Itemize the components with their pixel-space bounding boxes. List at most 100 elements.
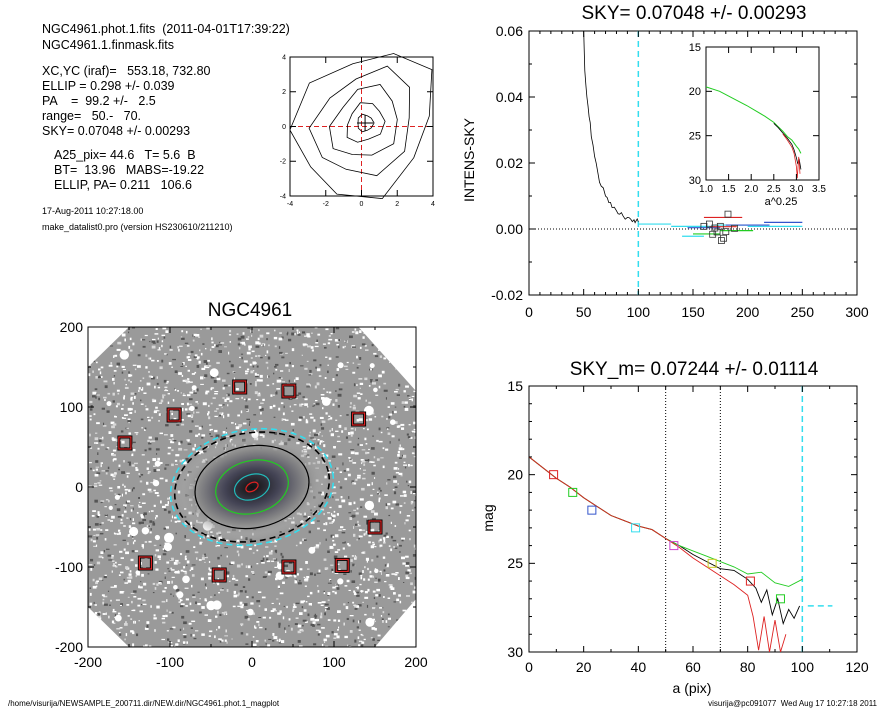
image-pixel: [327, 468, 330, 471]
image-pixel: [170, 569, 175, 571]
image-pixel: [314, 613, 316, 616]
image-pixel: [205, 391, 208, 395]
image-pixel: [170, 557, 174, 561]
image-pixel: [357, 604, 362, 607]
image-pixel: [88, 619, 92, 622]
image-pixel: [274, 549, 278, 553]
image-pixel: [278, 407, 281, 411]
image-pixel: [345, 436, 348, 439]
image-pixel: [164, 576, 166, 579]
image-pixel: [236, 594, 239, 597]
image-pixel: [130, 374, 133, 377]
image-pixel: [317, 527, 320, 530]
image-pixel: [89, 462, 92, 464]
image-pixel: [335, 419, 338, 421]
image-pixel: [388, 635, 393, 637]
image-pixel: [138, 387, 141, 390]
image-pixel: [124, 414, 128, 416]
image-pixel: [319, 416, 324, 419]
image-pixel: [350, 449, 355, 451]
image-masked-star: [176, 591, 184, 599]
image-pixel: [295, 377, 299, 380]
image-pixel: [332, 571, 334, 573]
image-pixel: [191, 574, 195, 577]
image-pixel: [255, 375, 259, 378]
image-pixel: [226, 589, 229, 592]
image-pixel: [135, 564, 138, 567]
image-pixel: [269, 406, 273, 409]
image-pixel: [93, 534, 96, 536]
image-pixel: [160, 399, 164, 403]
image-pixel: [314, 616, 317, 619]
image-pixel: [194, 371, 197, 374]
image-pixel: [165, 388, 167, 391]
image-pixel: [178, 442, 181, 446]
image-pixel: [95, 396, 97, 399]
image-pixel: [127, 420, 132, 423]
image-pixel: [374, 546, 377, 548]
image-pixel: [89, 587, 91, 589]
image-pixel: [171, 580, 173, 584]
image-pixel: [190, 609, 195, 612]
image-pixel: [343, 603, 346, 606]
image-pixel: [210, 375, 214, 379]
image-pixel: [182, 633, 187, 635]
image-pixel: [156, 469, 160, 471]
image-pixel: [149, 520, 153, 523]
image-pixel: [197, 591, 200, 593]
image-pixel: [140, 338, 142, 341]
image-pixel: [337, 405, 340, 408]
image-pixel: [357, 443, 360, 446]
sky-xtick-label: 100: [627, 304, 651, 320]
param-sky: SKY= 0.07048 +/- 0.00293: [42, 124, 191, 138]
image-pixel: [409, 436, 413, 439]
image-pixel: [290, 627, 293, 631]
image-pixel: [234, 583, 238, 586]
image-pixel: [239, 356, 241, 358]
image-pixel: [103, 380, 108, 383]
image-pixel: [266, 560, 271, 563]
image-pixel: [360, 633, 363, 636]
image-pixel: [226, 427, 228, 429]
image-pixel: [249, 420, 251, 424]
image-pixel: [360, 393, 363, 395]
image-pixel: [273, 610, 277, 612]
image-pixel: [394, 355, 397, 357]
image-pixel: [125, 633, 128, 637]
image-pixel: [100, 443, 105, 447]
image-pixel: [98, 555, 103, 558]
image-pixel: [369, 571, 371, 574]
image-masked-star: [365, 617, 375, 627]
image-pixel: [391, 435, 395, 438]
image-pixel: [181, 374, 184, 377]
image-pixel: [95, 468, 98, 471]
image-pixel: [245, 565, 248, 568]
image-pixel: [96, 361, 98, 364]
image-pixel: [218, 536, 222, 540]
image-xtick-label: 200: [404, 654, 428, 670]
image-pixel: [383, 357, 387, 360]
centering-ytick-label: 2: [282, 89, 286, 96]
image-pixel: [94, 351, 96, 353]
image-pixel: [98, 484, 103, 486]
image-pixel: [274, 329, 276, 332]
image-pixel: [331, 521, 335, 523]
image-pixel: [390, 587, 395, 590]
image-pixel: [145, 354, 148, 357]
image-pixel: [162, 615, 165, 618]
image-pixel: [318, 375, 322, 377]
image-pixel: [231, 422, 234, 424]
image-pixel: [181, 403, 184, 405]
image-pixel: [294, 379, 296, 382]
image-pixel: [224, 611, 228, 613]
image-pixel: [138, 506, 142, 508]
image-pixel: [146, 621, 150, 624]
image-pixel: [264, 639, 267, 642]
image-pixel: [267, 570, 272, 574]
image-pixel: [401, 537, 405, 540]
image-pixel: [390, 521, 392, 524]
image-pixel: [325, 454, 329, 457]
image-pixel: [374, 416, 377, 418]
image-pixel: [107, 590, 110, 592]
image-pixel: [135, 468, 139, 471]
